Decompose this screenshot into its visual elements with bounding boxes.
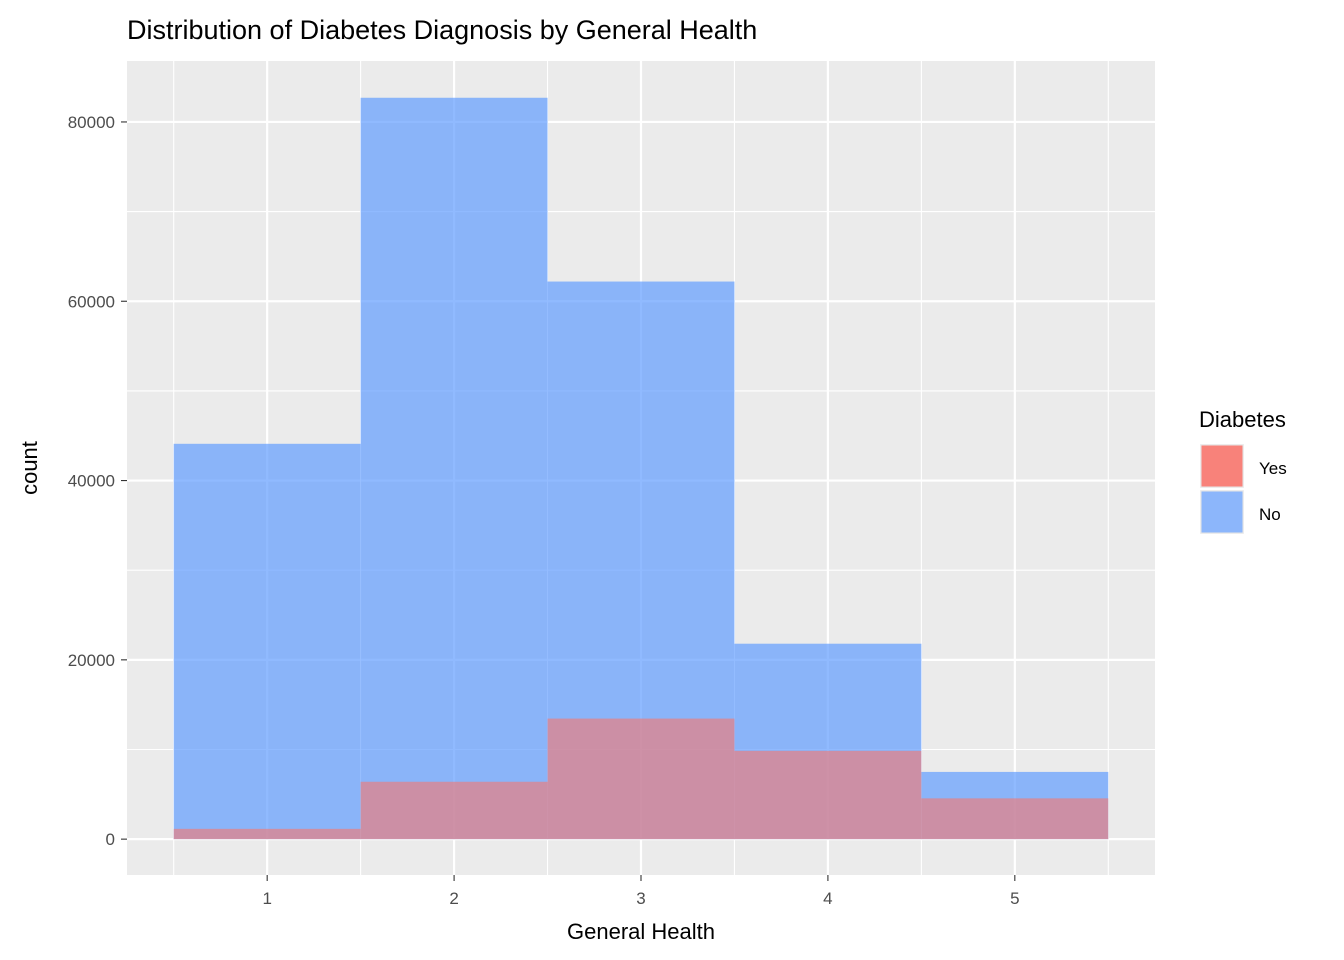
y-tick-label: 0: [106, 830, 115, 849]
legend-label-yes: Yes: [1259, 459, 1287, 478]
legend: Diabetes Yes No: [1199, 407, 1287, 534]
bar-yes-4: [734, 750, 922, 840]
legend-swatch-no: [1200, 490, 1244, 534]
y-axis: 0 20000 40000 60000 80000: [68, 113, 127, 849]
chart-title: Distribution of Diabetes Diagnosis by Ge…: [127, 15, 757, 45]
series-yes-bars: [173, 718, 1109, 840]
x-tick-label: 2: [449, 889, 458, 908]
x-tick-label: 5: [1010, 889, 1019, 908]
x-axis-title: General Health: [567, 919, 715, 944]
x-axis: 1 2 3 4 5: [262, 875, 1020, 908]
x-tick-label: 1: [262, 889, 271, 908]
y-tick-label: 80000: [68, 113, 115, 132]
y-tick-label: 60000: [68, 292, 115, 311]
y-tick-label: 20000: [68, 651, 115, 670]
bar-yes-2: [360, 781, 548, 840]
bar-yes-1: [173, 828, 361, 840]
y-tick-label: 40000: [68, 472, 115, 491]
bar-yes-5: [921, 798, 1109, 840]
bar-no-2: [360, 97, 548, 840]
bar-yes-3: [547, 718, 735, 840]
legend-title: Diabetes: [1199, 407, 1286, 432]
x-tick-label: 4: [823, 889, 832, 908]
y-axis-title: count: [17, 441, 42, 495]
legend-swatch-yes: [1200, 444, 1244, 488]
legend-label-no: No: [1259, 505, 1281, 524]
x-tick-label: 3: [636, 889, 645, 908]
bar-no-1: [173, 443, 361, 840]
